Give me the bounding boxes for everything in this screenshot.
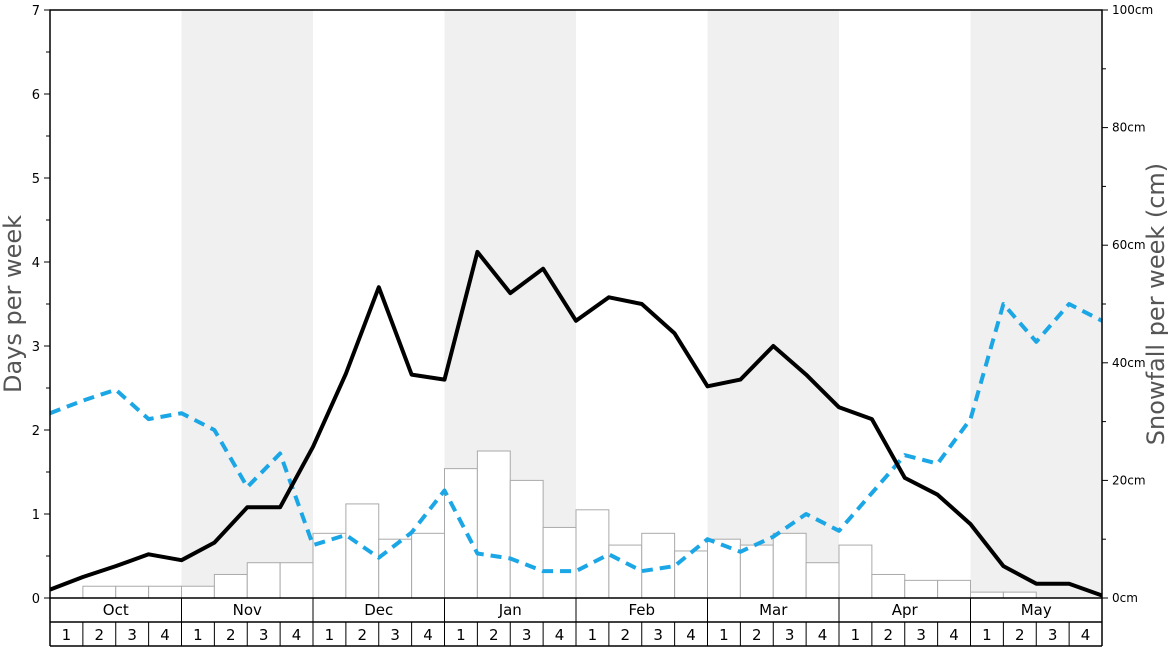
week-label: 2 — [752, 626, 762, 644]
snowfall-bar — [871, 573, 906, 599]
y2-axis-label: Snowfall per week (cm) — [1142, 163, 1168, 445]
snowfall-bar — [181, 585, 215, 599]
week-label: 2 — [489, 626, 499, 644]
month-week-axis: Oct 1 2 3 4 Nov 1 2 3 4 Dec 1 2 3 4 Jan 1 2 3 4 Feb 1 2 3 4 Mar 1 2… — [49, 598, 1103, 647]
week-label: 4 — [292, 626, 302, 644]
snowfall-bar — [805, 562, 840, 599]
y2-tick-label: 20cm — [1112, 473, 1146, 487]
y-tick-label: 2 — [32, 424, 40, 439]
month-label: Oct — [103, 601, 129, 619]
week-label: 1 — [588, 626, 598, 644]
week-label: 4 — [818, 626, 828, 644]
snowfall-bar — [378, 538, 413, 599]
solid-series-line — [49, 249, 1103, 598]
snowfall-bar — [213, 573, 248, 599]
snowfall-bar — [411, 532, 445, 599]
month-bands — [181, 10, 1102, 598]
month-label: May — [1021, 601, 1052, 619]
y-tick-label: 0 — [32, 592, 40, 607]
week-label: 1 — [982, 626, 992, 644]
snowfall-bar — [575, 509, 610, 599]
week-label: 2 — [1015, 626, 1025, 644]
week-label: 3 — [127, 626, 137, 644]
snowfall-bar — [279, 562, 314, 599]
week-label: 4 — [1081, 626, 1091, 644]
snowfall-bar — [970, 591, 1004, 599]
chart-lines — [49, 249, 1103, 598]
week-label: 1 — [62, 626, 72, 644]
week-label: 3 — [653, 626, 663, 644]
y-axis-label: Days per week — [0, 215, 27, 393]
month-band-mar — [707, 10, 839, 598]
week-label: 1 — [325, 626, 335, 644]
snowfall-bar — [937, 579, 971, 599]
week-label: 3 — [522, 626, 532, 644]
week-label: 4 — [686, 626, 696, 644]
snowfall-bar — [509, 479, 544, 599]
y-tick-label: 4 — [32, 256, 40, 271]
snowfall-bar — [838, 544, 873, 599]
y-tick-label: 7 — [32, 4, 40, 19]
y2-tick-label: 100cm — [1112, 3, 1153, 17]
snowfall-bar — [476, 450, 511, 599]
snowfall-bar — [674, 550, 708, 599]
week-label: 1 — [719, 626, 729, 644]
y-tick-label: 3 — [32, 340, 40, 355]
week-label: 2 — [95, 626, 105, 644]
week-label: 3 — [916, 626, 926, 644]
week-label: 4 — [160, 626, 170, 644]
snowfall-bar — [82, 585, 117, 599]
month-label: Dec — [364, 601, 393, 619]
week-label: 2 — [621, 626, 631, 644]
snowfall-bar — [904, 579, 939, 599]
month-band-nov — [181, 10, 313, 598]
snowfall-bar — [608, 544, 643, 599]
week-label: 3 — [785, 626, 795, 644]
snowfall-bar — [148, 585, 182, 599]
y2-tick-label: 80cm — [1112, 121, 1146, 135]
month-label: Apr — [892, 601, 919, 619]
month-band-may — [970, 10, 1102, 598]
week-label: 4 — [555, 626, 565, 644]
y-tick-label: 1 — [32, 508, 40, 523]
week-label: 3 — [390, 626, 400, 644]
week-label: 3 — [1048, 626, 1058, 644]
y-tick-label: 6 — [32, 88, 40, 103]
dashed-series-line — [49, 302, 1103, 574]
snowfall-bar — [707, 538, 741, 599]
y2-tick-label: 60cm — [1112, 238, 1146, 252]
week-label: 2 — [226, 626, 236, 644]
snowfall-bar — [345, 503, 380, 599]
snowfall-bar — [772, 532, 807, 599]
snowfall-bar — [542, 526, 577, 599]
month-label: Nov — [233, 601, 262, 619]
week-label: 2 — [884, 626, 894, 644]
week-label: 1 — [193, 626, 203, 644]
week-label: 1 — [456, 626, 466, 644]
snowfall-bar — [115, 585, 150, 599]
month-label: Jan — [498, 601, 522, 619]
snowfall-bar — [444, 468, 478, 599]
week-label: 4 — [423, 626, 433, 644]
week-label: 2 — [358, 626, 368, 644]
week-label: 4 — [949, 626, 959, 644]
week-label: 3 — [259, 626, 269, 644]
snowfall-bar — [739, 544, 774, 599]
month-label: Mar — [759, 601, 788, 619]
month-label: Feb — [628, 601, 655, 619]
week-label: 1 — [851, 626, 861, 644]
snowfall-bar — [1002, 591, 1037, 599]
snowfall-bar — [246, 562, 281, 599]
y-tick-label: 5 — [32, 172, 40, 187]
y2-tick-label: 40cm — [1112, 356, 1146, 370]
y2-tick-label: 0cm — [1112, 591, 1138, 605]
